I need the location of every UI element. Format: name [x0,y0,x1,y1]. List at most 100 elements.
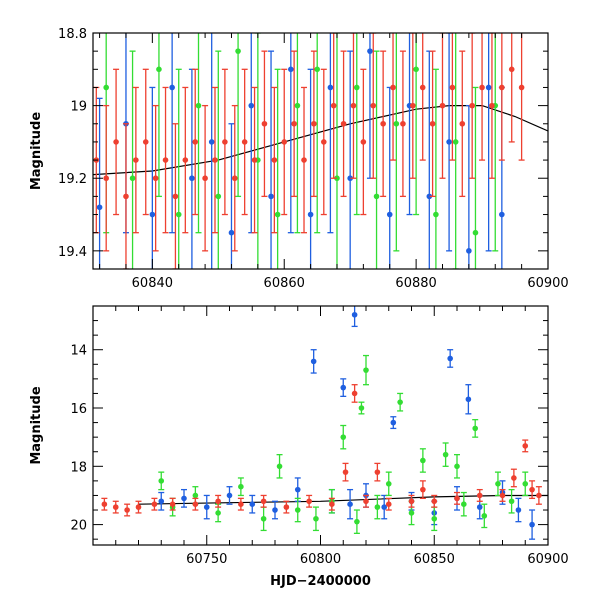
data-point [215,498,221,505]
data-point [410,102,416,109]
data-point [465,396,472,403]
data-point [203,504,210,510]
data-point [472,229,479,236]
data-point [283,504,290,510]
x-tick-label: 60880 [395,276,436,291]
data-point [454,463,460,470]
data-point [397,399,403,405]
data-point [288,66,294,73]
data-point [192,492,199,499]
data-point [380,120,386,127]
data-point [307,211,314,218]
data-point [175,211,182,218]
trend-curve [138,494,548,505]
data-point [363,498,369,505]
plot-area [93,33,548,269]
data-point [329,501,335,507]
y-axis-label: Magnitude [29,386,44,465]
data-point [112,504,119,510]
data-point [385,480,392,487]
data-point [499,84,505,91]
data-point [419,84,426,91]
data-point [294,102,301,109]
data-point [281,139,288,145]
data-point [360,139,367,145]
data-point [124,507,130,513]
data-point [511,475,517,481]
data-point [301,157,307,163]
data-point [149,211,156,218]
data-point [101,501,108,507]
data-point [208,139,215,145]
data-point [158,478,165,484]
data-point [135,504,142,510]
x-tick-label: 60800 [300,552,341,567]
x-tick-label: 60840 [132,276,173,291]
data-point [363,367,369,373]
data-point [156,66,162,73]
data-point [189,175,195,182]
data-point [351,311,358,318]
data-point [103,84,109,91]
data-point [314,66,321,73]
data-point [347,501,353,507]
data-point [248,102,255,109]
data-point [231,175,238,182]
series-3 [101,384,542,517]
data-point [226,492,233,499]
data-point [342,469,349,475]
data-point [420,457,426,464]
data-point [499,492,506,499]
data-point [249,501,256,507]
data-point [320,139,327,145]
data-point [515,507,522,513]
data-point [260,515,267,522]
data-point [529,486,535,493]
data-point [222,139,228,145]
x-tick-label: 60860 [264,276,305,291]
data-point [508,66,515,73]
data-point [311,120,317,127]
data-point [461,501,467,507]
data-point [485,84,492,91]
data-point [313,515,319,522]
data-point [390,419,397,426]
data-point [367,48,373,54]
data-point [310,358,317,365]
data-point [373,193,380,200]
data-point [129,175,136,182]
data-point [522,443,529,449]
data-point [123,193,129,200]
data-point [476,504,483,510]
data-point [508,498,515,505]
series-1 [96,33,505,269]
data-point [235,48,241,54]
data-point [354,518,360,525]
data-point [466,248,472,254]
data-point [472,425,479,432]
data-point [446,139,452,145]
y-tick-label: 16 [70,402,87,417]
data-point [96,204,103,211]
data-point [151,501,158,507]
data-point [442,451,449,458]
data-point [260,498,267,505]
data-point [469,102,475,109]
data-point [271,157,278,163]
data-point [374,469,381,475]
data-point [215,193,222,200]
data-point [330,102,337,109]
data-point [340,120,347,127]
data-point [212,157,218,163]
series-3 [93,33,525,269]
data-point [202,175,208,182]
data-point [169,84,175,91]
series-2 [103,33,499,269]
data-point [340,384,347,391]
data-point [370,102,377,109]
data-point [334,175,340,182]
data-point [495,480,501,487]
data-point [439,102,446,109]
trend-curve [93,105,548,176]
data-point [374,504,381,510]
